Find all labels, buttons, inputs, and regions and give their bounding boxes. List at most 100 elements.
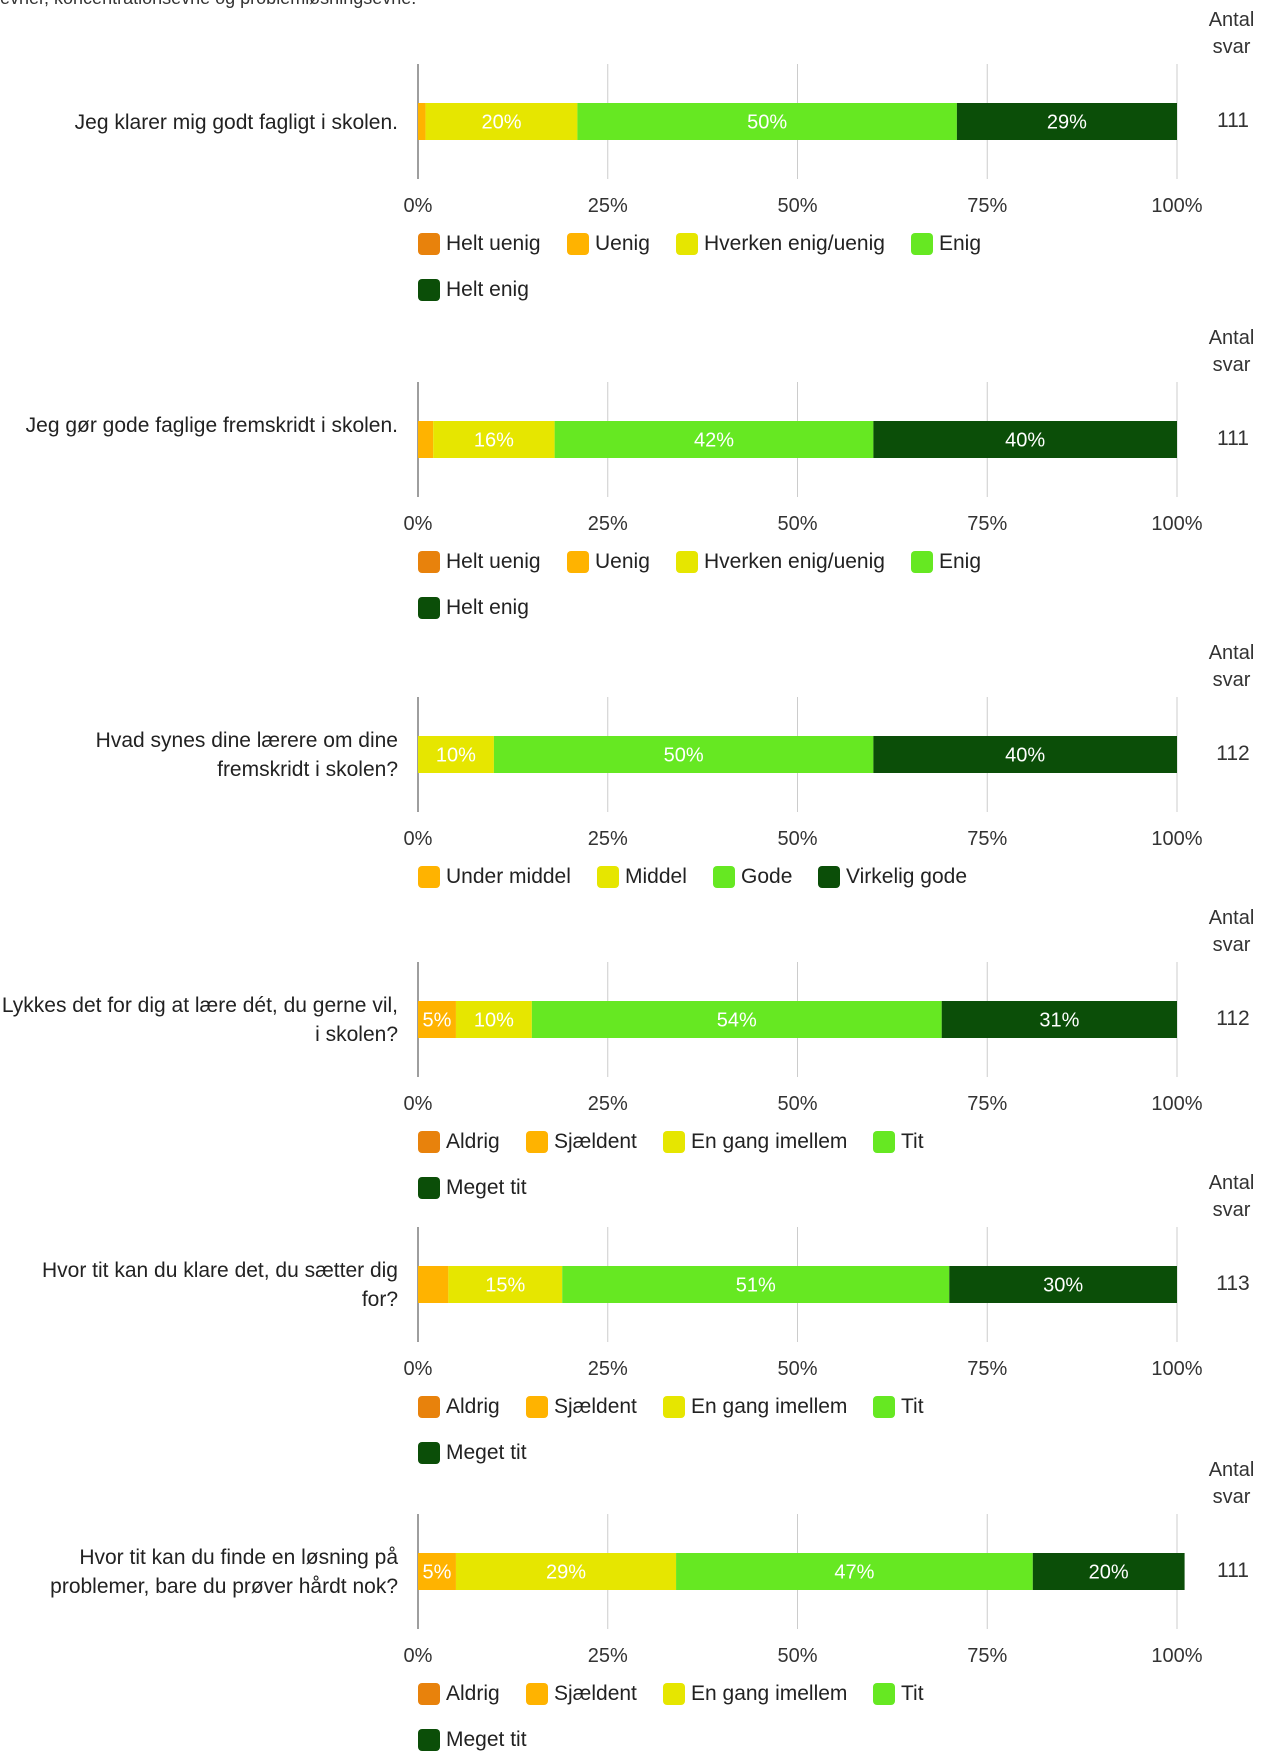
chart-block-1: Antal svar Jeg klarer mig godt fagligt i …	[0, 0, 1263, 310]
legend-item: Tit	[873, 1395, 924, 1419]
legend-swatch	[676, 551, 698, 573]
legend-swatch	[911, 233, 933, 255]
legend-label: En gang imellem	[691, 1130, 848, 1153]
count-header: Antal svar	[1208, 1459, 1255, 1508]
legend-label: Aldrig	[446, 1130, 500, 1153]
legend-label: Middel	[625, 865, 687, 888]
tick-label: 50%	[777, 195, 817, 217]
bar-segment	[493, 736, 874, 773]
count-header: Antal svar	[1208, 9, 1255, 58]
bar-segment	[418, 736, 494, 773]
count-header: Antal svar	[1208, 327, 1255, 376]
legend-label: Hverken enig/uenig	[704, 232, 885, 255]
data-label: 50%	[747, 112, 787, 134]
stacked-bar-chart: 0% 25% 50% 75% 100% 16% 42% 40%	[404, 382, 1203, 535]
legend-label: Uenig	[595, 232, 650, 255]
data-label: 10%	[474, 1010, 514, 1032]
legend-swatch	[873, 1396, 895, 1418]
legend-label: Meget tit	[446, 1441, 527, 1464]
tick-label: 0%	[404, 513, 433, 535]
question-label: Jeg klarer mig godt fagligt i skolen.	[74, 110, 398, 134]
legend-item: Meget tit	[418, 1441, 527, 1465]
tick-label: 75%	[967, 1093, 1007, 1115]
data-label: 15%	[485, 1275, 525, 1297]
data-label: 10%	[436, 745, 476, 767]
bar-segment	[531, 1001, 942, 1038]
tick-label: 100%	[1151, 828, 1202, 850]
legend-swatch	[663, 1683, 685, 1705]
stacked-bar-chart: 0% 25% 50% 75% 100% 5% 29% 47% 20%	[404, 1514, 1203, 1667]
tick-label: 50%	[777, 1093, 817, 1115]
tick-label: 50%	[777, 828, 817, 850]
data-label: 40%	[1005, 745, 1045, 767]
data-label: 51%	[736, 1275, 776, 1297]
tick-label: 25%	[588, 513, 628, 535]
legend-label: Helt uenig	[446, 550, 541, 573]
legend-swatch	[418, 1442, 440, 1464]
legend-swatch	[818, 866, 840, 888]
tick-label: 100%	[1151, 1093, 1202, 1115]
bar-segment	[418, 1001, 456, 1038]
legend-label: Helt enig	[446, 278, 529, 301]
legend-swatch	[873, 1683, 895, 1705]
bar-segment	[554, 421, 874, 458]
tick-label: 0%	[404, 828, 433, 850]
bar-segment	[418, 421, 434, 458]
bar-segment	[956, 103, 1177, 140]
legend-item: En gang imellem	[663, 1395, 847, 1419]
bar-segment	[455, 1553, 677, 1590]
legend-swatch	[418, 279, 440, 301]
response-count: 112	[1216, 742, 1250, 765]
stacked-bar-chart: 0% 25% 50% 75% 100% 15% 51% 30%	[404, 1227, 1203, 1380]
tick-label: 25%	[588, 1645, 628, 1667]
data-label: 20%	[1089, 1562, 1129, 1584]
bar-segment	[873, 736, 1177, 773]
data-label: 30%	[1043, 1275, 1083, 1297]
question-label: Hvad synes dine lærere om dine fremskrid…	[95, 728, 398, 781]
data-label: 50%	[664, 745, 704, 767]
chart-block-5: Antal svar Hvor tit kan du klare det, du …	[0, 1163, 1263, 1464]
stacked-bar-chart: 0% 25% 50% 75% 100% 10% 50% 40%	[404, 697, 1203, 850]
legend-item: Aldrig	[418, 1395, 500, 1419]
legend-item: Hverken enig/uenig	[676, 232, 885, 256]
legend-label: Tit	[901, 1130, 924, 1153]
chart-block-3: Antal svar Hvad synes dine lærere om dine…	[0, 633, 1263, 893]
tick-label: 0%	[404, 1358, 433, 1380]
response-count: 111	[1217, 427, 1249, 450]
data-label: 31%	[1039, 1010, 1079, 1032]
response-count: 113	[1216, 1272, 1250, 1295]
tick-label: 75%	[967, 195, 1007, 217]
legend-item: Under middel	[418, 865, 571, 889]
legend-item: Uenig	[567, 550, 650, 574]
data-label: 54%	[717, 1010, 757, 1032]
bar-segment	[562, 1266, 950, 1303]
response-count: 111	[1217, 109, 1249, 132]
legend-item: Hverken enig/uenig	[676, 550, 885, 574]
stacked-bar-chart: 0% 25% 50% 75% 100% 20% 50% 29%	[404, 64, 1203, 217]
legend-label: Helt uenig	[446, 232, 541, 255]
legend-label: Tit	[901, 1395, 924, 1418]
data-label: 16%	[474, 430, 514, 452]
page-intro-text: evner, koncentrationsevne og problemløsn…	[0, 0, 1100, 9]
legend-swatch	[418, 1177, 440, 1199]
legend-swatch	[597, 866, 619, 888]
count-header: Antal svar	[1208, 642, 1255, 691]
legend-swatch	[418, 1729, 440, 1751]
tick-label: 25%	[588, 1358, 628, 1380]
bar-segment	[455, 1001, 532, 1038]
bar-segment	[676, 1553, 1033, 1590]
tick-label: 75%	[967, 513, 1007, 535]
legend-label: Sjældent	[554, 1395, 637, 1418]
legend-label: Meget tit	[446, 1176, 527, 1199]
tick-label: 75%	[967, 1645, 1007, 1667]
legend-swatch	[526, 1396, 548, 1418]
legend-item: Sjældent	[526, 1395, 637, 1419]
tick-label: 0%	[404, 1645, 433, 1667]
bar-segment	[873, 421, 1177, 458]
legend-swatch	[418, 1396, 440, 1418]
tick-label: 50%	[777, 1358, 817, 1380]
bar-segment	[425, 103, 578, 140]
bar-segment	[949, 1266, 1177, 1303]
data-label: 29%	[1047, 112, 1087, 134]
data-label: 29%	[546, 1562, 586, 1584]
